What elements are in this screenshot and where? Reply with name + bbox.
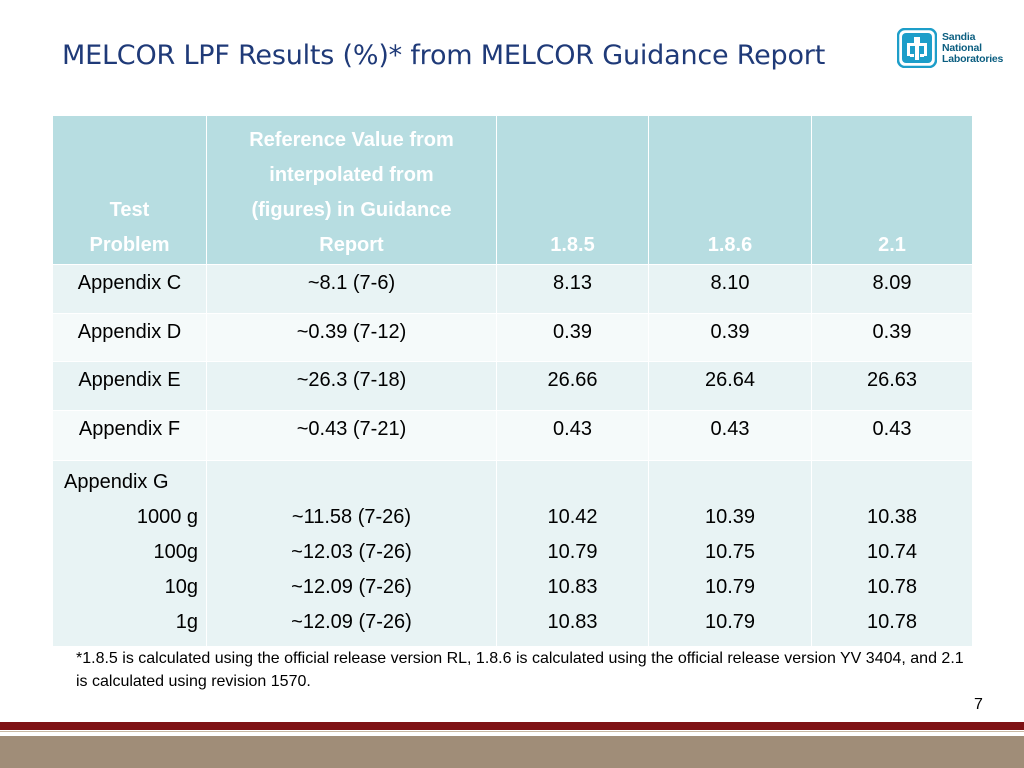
sandia-logo: Sandia National Laboratories	[897, 28, 1003, 68]
table-row: Appendix F ~0.43 (7-21) 0.43 0.43 0.43	[52, 410, 973, 461]
sub-reference: ~12.09 (7-26)	[291, 576, 412, 598]
cell-v21: 26.63	[811, 361, 973, 411]
cell-v21: 0.43	[811, 410, 973, 461]
cell-problem: Appendix F	[52, 410, 207, 461]
cell-v185: 8.13	[496, 264, 649, 314]
sub-label: 1g	[175, 611, 198, 633]
cell-v186: 0.39	[648, 313, 812, 362]
table-row: Appendix D ~0.39 (7-12) 0.39 0.39 0.39	[52, 313, 973, 362]
cell-problem: Appendix D	[52, 313, 207, 362]
cell-problem: Appendix E	[52, 361, 207, 411]
cell-reference-group: ~11.58 (7-26) ~12.03 (7-26) ~12.09 (7-26…	[206, 460, 497, 647]
header-version-186: 1.8.6	[648, 115, 812, 265]
cell-problem: Appendix C	[52, 264, 207, 314]
logo-line-2: National	[942, 41, 982, 54]
logo-line-3: Laboratories	[942, 52, 1004, 65]
sub-v185: 10.42	[547, 506, 598, 528]
sub-label: 10g	[164, 576, 198, 598]
cell-v21-group: 10.38 10.74 10.78 10.78	[811, 460, 973, 647]
sub-v185: 10.83	[547, 576, 598, 598]
sub-v21: 10.78	[866, 576, 918, 598]
cell-v21: 0.39	[811, 313, 973, 362]
cell-v186: 8.10	[648, 264, 812, 314]
results-table: Test Problem Reference Value from interp…	[52, 115, 973, 647]
footer-divider	[0, 731, 1024, 732]
sub-v185: 10.83	[547, 611, 598, 633]
header-line: Reference Value from	[249, 129, 454, 151]
cell-reference: ~0.39 (7-12)	[206, 313, 497, 362]
footnote: *1.8.5 is calculated using the official …	[76, 650, 964, 690]
header-version-21: 2.1	[811, 115, 973, 265]
cell-v186: 0.43	[648, 410, 812, 461]
page-number: 7	[974, 696, 983, 713]
spacer	[812, 465, 972, 500]
sub-reference: ~12.03 (7-26)	[291, 541, 412, 563]
sandia-thunderbird-icon	[897, 28, 937, 68]
header-line: interpolated from	[269, 164, 434, 186]
header-line: (figures) in Guidance	[251, 199, 452, 221]
sub-reference: ~12.09 (7-26)	[291, 611, 412, 633]
cell-reference: ~0.43 (7-21)	[206, 410, 497, 461]
table-header-row: Test Problem Reference Value from interp…	[52, 115, 973, 265]
header-version-185: 1.8.5	[496, 115, 649, 265]
header-line: Report	[319, 234, 384, 256]
cell-v185: 0.43	[496, 410, 649, 461]
table-row-group: Appendix G 1000 g 100g 10g 1g ~11.58 (7-…	[52, 460, 973, 647]
table-row: Appendix C ~8.1 (7-6) 8.13 8.10 8.09	[52, 264, 973, 314]
slide-title: MELCOR LPF Results (%)* from MELCOR Guid…	[62, 40, 826, 71]
cell-problem-group: Appendix G 1000 g 100g 10g 1g	[52, 460, 207, 647]
sub-reference: ~11.58 (7-26)	[291, 506, 412, 528]
spacer	[497, 465, 648, 500]
header-reference-value: Reference Value from interpolated from (…	[206, 115, 497, 265]
cell-v186: 26.64	[648, 361, 812, 411]
sub-v21: 10.74	[866, 541, 918, 563]
cell-reference: ~26.3 (7-18)	[206, 361, 497, 411]
logo-wordmark: Sandia National Laboratories	[942, 30, 1004, 65]
sub-label: 100g	[153, 541, 199, 563]
footer-bar-tan	[0, 736, 1024, 768]
footer-bar-red	[0, 722, 1024, 730]
group-title: Appendix G	[64, 471, 169, 493]
spacer	[207, 465, 496, 500]
spacer	[649, 465, 811, 500]
cell-v185: 0.39	[496, 313, 649, 362]
table-row: Appendix E ~26.3 (7-18) 26.66 26.64 26.6…	[52, 361, 973, 411]
sub-v186: 10.79	[704, 576, 756, 598]
cell-v185: 26.66	[496, 361, 649, 411]
cell-v185-group: 10.42 10.79 10.83 10.83	[496, 460, 649, 647]
sub-v186: 10.79	[704, 611, 756, 633]
cell-reference: ~8.1 (7-6)	[206, 264, 497, 314]
sub-v186: 10.75	[704, 541, 756, 563]
header-line: Test	[109, 199, 150, 221]
sub-v186: 10.39	[704, 506, 756, 528]
sub-v21: 10.38	[866, 506, 918, 528]
cell-v186-group: 10.39 10.75 10.79 10.79	[648, 460, 812, 647]
header-test-problem: Test Problem	[52, 115, 207, 265]
sub-v185: 10.79	[547, 541, 598, 563]
sub-v21: 10.78	[866, 611, 918, 633]
sub-label: 1000 g	[136, 506, 198, 528]
header-line: Problem	[89, 234, 170, 256]
cell-v21: 8.09	[811, 264, 973, 314]
logo-line-1: Sandia	[942, 30, 976, 43]
